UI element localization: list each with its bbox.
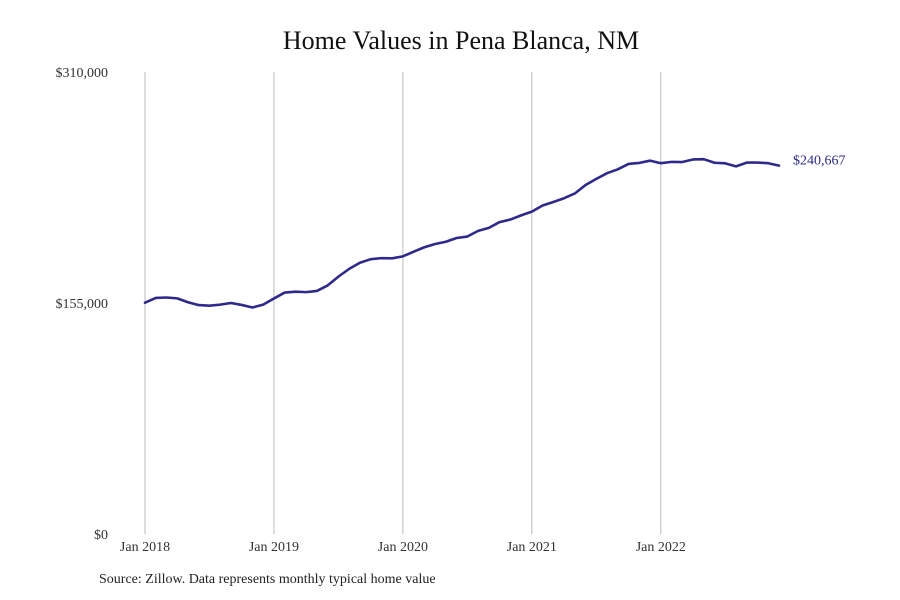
series-line <box>143 157 781 309</box>
x-tick-label: Jan 2018 <box>120 540 170 555</box>
x-tick-label: Jan 2019 <box>249 540 299 555</box>
y-tick-label: $155,000 <box>56 297 109 312</box>
x-tick-label: Jan 2021 <box>507 540 557 555</box>
x-axis-tick-labels: Jan 2018 Jan 2019 Jan 2020 Jan 2021 Jan 2022 <box>120 540 686 555</box>
end-value-label: $240,667 <box>793 154 846 169</box>
y-axis-tick-labels: $0 $155,000 $310,000 <box>56 66 109 543</box>
series-layer <box>143 157 781 309</box>
y-tick-label: $0 <box>94 528 108 543</box>
chart-title: Home Values in Pena Blanca, NM <box>282 26 640 55</box>
gridlines <box>144 72 662 534</box>
x-tick-label: Jan 2020 <box>378 540 428 555</box>
chart-source-note: Source: Zillow. Data represents monthly … <box>99 572 436 587</box>
x-tick-label: Jan 2022 <box>636 540 686 555</box>
end-label-layer: $240,667 <box>793 154 846 169</box>
y-tick-label: $310,000 <box>56 66 109 81</box>
